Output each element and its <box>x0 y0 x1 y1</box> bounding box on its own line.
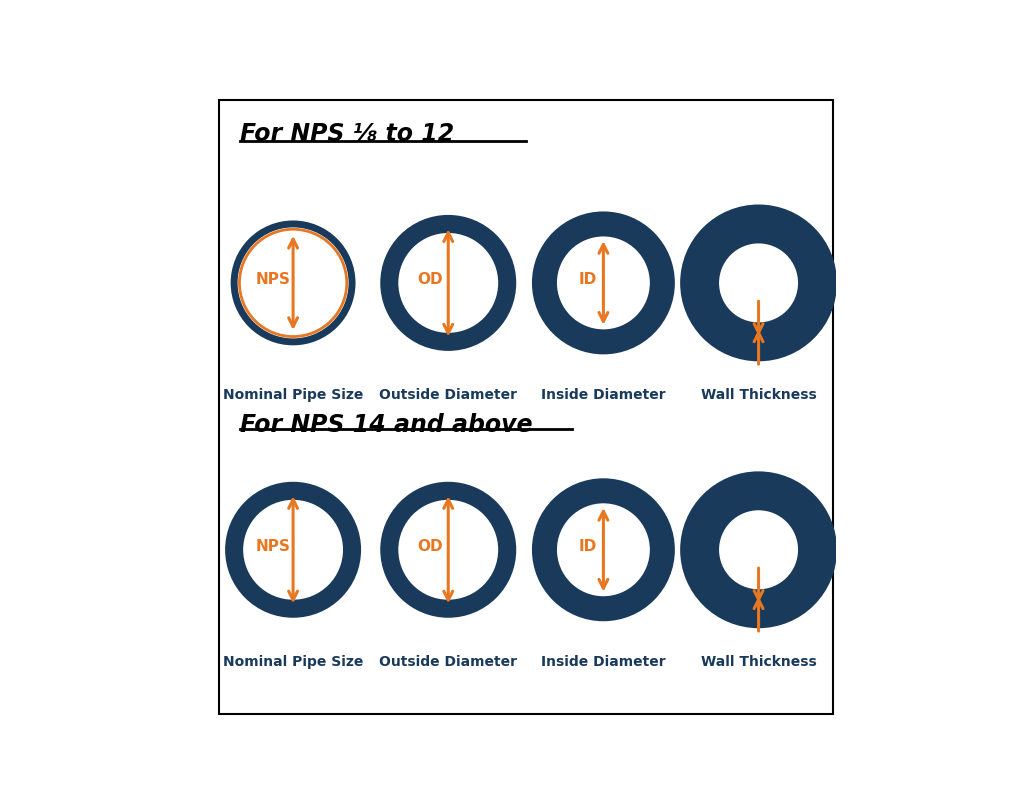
Text: OD: OD <box>417 539 442 555</box>
Text: Inside Diameter: Inside Diameter <box>541 388 666 402</box>
Text: Wall Thickness: Wall Thickness <box>701 388 817 402</box>
Text: OD: OD <box>417 272 442 287</box>
Text: Nominal Pipe Size: Nominal Pipe Size <box>223 655 363 669</box>
Text: NPS: NPS <box>255 539 290 555</box>
Text: ID: ID <box>579 272 597 287</box>
Text: For NPS ⅛ to 12: For NPS ⅛ to 12 <box>240 122 455 146</box>
Text: Inside Diameter: Inside Diameter <box>541 655 666 669</box>
Text: Outside Diameter: Outside Diameter <box>380 388 517 402</box>
Text: NPS: NPS <box>255 272 290 287</box>
Text: Wall Thickness: Wall Thickness <box>701 655 817 669</box>
Text: Nominal Pipe Size: Nominal Pipe Size <box>223 388 363 402</box>
Text: ID: ID <box>579 539 597 555</box>
Text: For NPS 14 and above: For NPS 14 and above <box>240 413 532 437</box>
Text: Outside Diameter: Outside Diameter <box>380 655 517 669</box>
